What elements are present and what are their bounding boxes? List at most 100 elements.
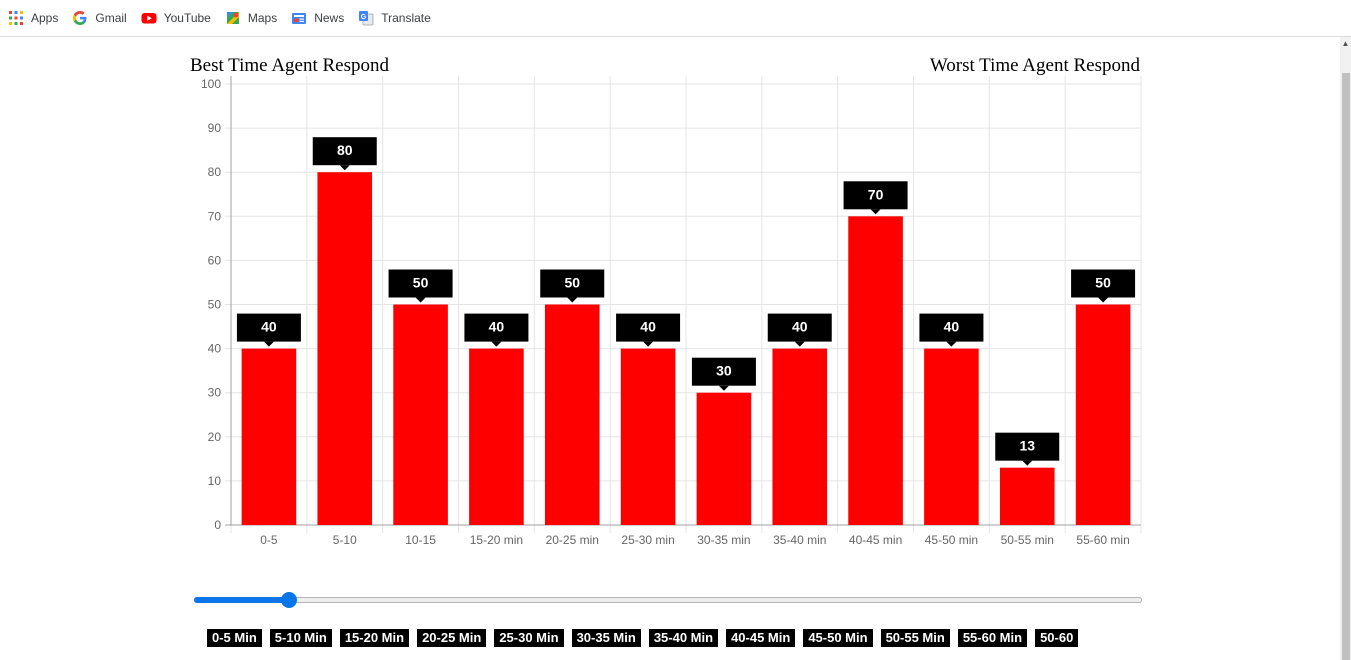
scrollbar-thumb[interactable]: [1342, 73, 1350, 660]
data-label-box: [464, 313, 529, 342]
y-tick-label: 100: [201, 77, 221, 91]
data-label: 40: [640, 319, 656, 335]
data-label-box: [540, 269, 605, 298]
data-label-pointer: [794, 341, 805, 347]
range-label[interactable]: 15-20 Min: [339, 629, 410, 647]
y-tick-label: 30: [208, 386, 222, 400]
y-tick-label: 80: [208, 165, 222, 179]
x-tick-label: 25-30 min: [621, 533, 674, 547]
data-label: 50: [413, 275, 429, 291]
bookmark-maps[interactable]: Maps: [223, 6, 279, 30]
y-tick-label: 70: [208, 209, 222, 223]
bookmark-news[interactable]: News: [289, 6, 346, 30]
bar: [620, 348, 676, 525]
bar: [317, 172, 373, 525]
y-tick-label: 10: [208, 474, 222, 488]
bar: [241, 348, 297, 525]
x-tick-label: 55-60 min: [1076, 533, 1129, 547]
data-label-box: [1071, 269, 1136, 298]
data-label: 70: [868, 186, 884, 202]
bookmark-gmail[interactable]: Gmail: [70, 6, 128, 30]
x-tick-label: 35-40 min: [773, 533, 826, 547]
data-label-pointer: [567, 297, 578, 303]
data-label-box: [388, 269, 453, 298]
maps-icon: [226, 12, 239, 24]
bar: [393, 304, 448, 525]
data-label-pointer: [718, 385, 729, 391]
x-tick-label: 15-20 min: [470, 533, 523, 547]
bar: [848, 216, 903, 526]
data-label-pointer: [643, 341, 654, 347]
data-label: 30: [716, 363, 732, 379]
y-tick-label: 60: [208, 253, 222, 267]
x-tick-label: 10-15: [405, 533, 436, 547]
data-label-box: [616, 313, 681, 342]
y-tick-label: 40: [208, 342, 222, 356]
bookmark-label: News: [314, 11, 345, 25]
range-label[interactable]: 40-45 Min: [726, 629, 796, 647]
slider-thumb[interactable]: [280, 592, 297, 608]
range-label[interactable]: 45-50 Min: [803, 629, 873, 647]
data-label-pointer: [1022, 460, 1033, 466]
svg-text:G: G: [361, 14, 367, 21]
vertical-scrollbar[interactable]: ▲: [1340, 37, 1351, 660]
data-label: 40: [489, 319, 505, 335]
bar: [696, 392, 752, 525]
bar: [1075, 304, 1131, 525]
range-label[interactable]: 35-40 Min: [648, 629, 719, 647]
range-label[interactable]: 50-60: [1035, 629, 1079, 647]
data-label: 80: [337, 142, 353, 158]
apps-grid-icon: [9, 11, 23, 25]
slider-fill: [194, 597, 289, 603]
data-label-pointer: [415, 297, 426, 303]
data-label-pointer: [263, 341, 274, 347]
y-tick-label: 90: [208, 121, 222, 135]
data-label-pointer: [870, 209, 881, 215]
data-label: 50: [1095, 275, 1111, 291]
bookmark-apps[interactable]: Apps: [6, 6, 60, 30]
bar: [544, 304, 600, 525]
data-label-pointer: [1098, 297, 1109, 303]
range-label[interactable]: 5-10 Min: [269, 629, 332, 647]
data-label-box: [767, 313, 832, 342]
time-range-slider[interactable]: [194, 592, 1142, 610]
google-g-icon: [73, 11, 87, 25]
bookmark-translate[interactable]: G Translate: [356, 6, 433, 30]
data-label-box: [691, 357, 756, 386]
x-tick-label: 20-25 min: [546, 533, 599, 547]
response-time-bar-chart: 0 10 20 30 40 50 60 70 80 90 100 40 0-5 80 5-10 50 10-15…: [201, 76, 1142, 547]
bookmark-label: YouTube: [163, 11, 211, 25]
range-label[interactable]: 30-35 Min: [571, 629, 641, 647]
youtube-icon: [141, 13, 157, 24]
x-tick-label: 50-55 min: [1001, 533, 1054, 547]
data-label-pointer: [491, 341, 502, 347]
data-label-box: [995, 432, 1060, 461]
scroll-up-icon[interactable]: ▲: [1341, 39, 1350, 48]
range-label[interactable]: 0-5 Min: [207, 629, 262, 647]
range-label[interactable]: 25-30 Min: [494, 629, 564, 647]
bar: [772, 348, 828, 525]
bookmark-label: Maps: [247, 11, 278, 25]
y-tick-label: 20: [208, 430, 222, 444]
bookmark-label: Apps: [31, 11, 59, 25]
x-tick-label: 40-45 min: [849, 533, 902, 547]
range-label[interactable]: 55-60 Min: [957, 629, 1028, 647]
range-label[interactable]: 20-25 Min: [417, 629, 487, 647]
range-label[interactable]: 50-55 Min: [880, 629, 950, 647]
translate-icon: G: [359, 11, 374, 26]
data-label: 40: [792, 319, 808, 335]
bookmark-youtube[interactable]: YouTube: [139, 6, 213, 30]
data-label-box: [312, 137, 377, 166]
x-tick-label: 45-50 min: [925, 533, 978, 547]
x-tick-label: 0-5: [260, 533, 278, 547]
bookmarks-bar: Apps Gmail YouTube Maps: [0, 0, 1351, 37]
data-label-box: [236, 313, 301, 342]
range-labels: 0-5 Min 5-10 Min 15-20 Min 20-25 Min 25-30 M…: [207, 629, 1086, 647]
data-label: 50: [564, 275, 580, 291]
data-label-box: [843, 181, 908, 210]
news-icon: [292, 13, 307, 24]
data-label-box: [919, 313, 984, 342]
slider-track[interactable]: [194, 597, 1142, 603]
bookmark-label: Translate: [381, 11, 431, 25]
data-label: 40: [261, 319, 277, 335]
